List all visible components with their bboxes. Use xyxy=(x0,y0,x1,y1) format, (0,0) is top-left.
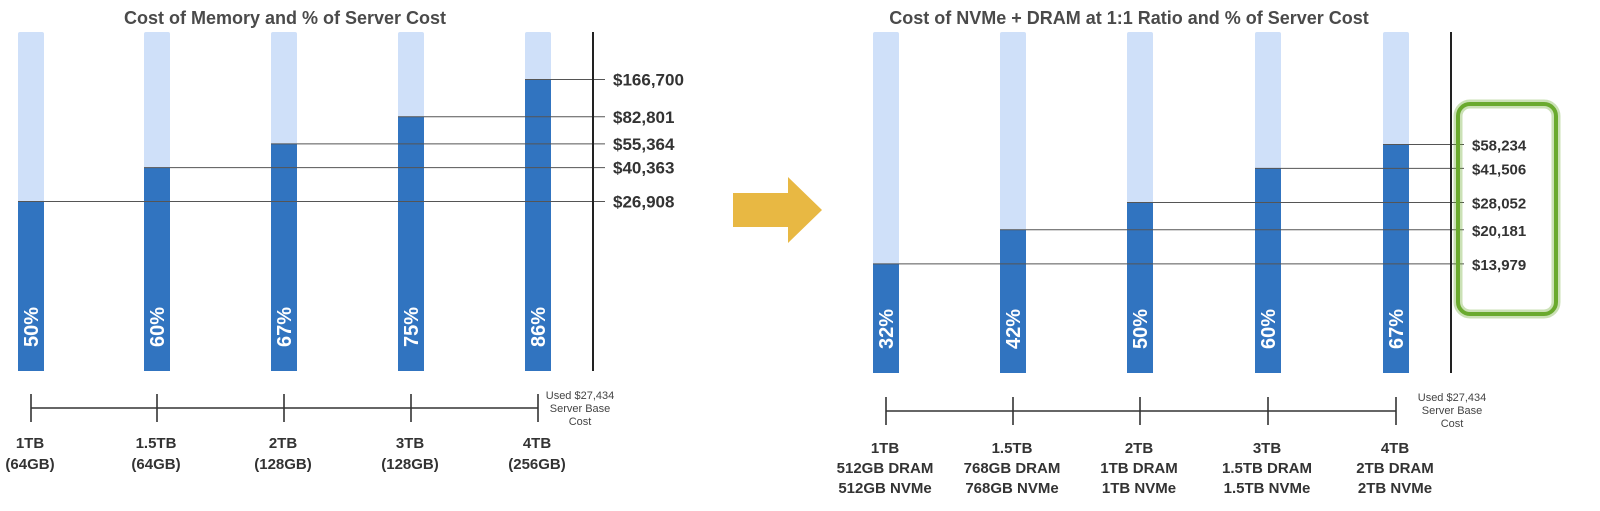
percent-label: 42% xyxy=(1003,309,1025,349)
right-arrow-icon xyxy=(733,177,822,243)
bar xyxy=(18,201,44,371)
category-label: 2TB 1TB DRAM 1TB NVMe xyxy=(1100,440,1178,497)
cost-label: $55,364 xyxy=(613,135,675,154)
highlight-box xyxy=(1456,102,1558,316)
category-label: 4TB (256GB) xyxy=(508,435,566,473)
bar xyxy=(873,263,899,373)
percent-label: 75% xyxy=(401,307,423,347)
percent-label: 86% xyxy=(528,307,550,347)
category-label: 1TB (64GB) xyxy=(5,435,54,473)
cost-label: $26,908 xyxy=(613,193,674,212)
category-label: 2TB (128GB) xyxy=(254,435,312,473)
bar xyxy=(1383,144,1409,373)
percent-label: 32% xyxy=(876,309,898,349)
category-label: 4TB 2TB DRAM 2TB NVMe xyxy=(1356,440,1434,497)
percent-label: 60% xyxy=(1258,309,1280,349)
bar xyxy=(525,79,551,372)
chart-nvme-dram-cost: Cost of NVMe + DRAM at 1:1 Ratio and % o… xyxy=(837,8,1561,497)
category-label: 1.5TB 768GB DRAM 768GB NVMe xyxy=(964,440,1061,497)
chart-title: Cost of NVMe + DRAM at 1:1 Ratio and % o… xyxy=(889,8,1369,28)
base-cost-note: Used $27,434 Server Base Cost xyxy=(1418,392,1487,430)
cost-label: $20,181 xyxy=(1472,223,1526,240)
transition-arrow xyxy=(733,177,822,243)
category-label: 3TB (128GB) xyxy=(381,435,439,473)
bar xyxy=(1000,229,1026,373)
category-label: 1TB 512GB DRAM 512GB NVMe xyxy=(837,440,934,497)
bar xyxy=(398,116,424,371)
cost-label: $28,052 xyxy=(1472,196,1526,213)
cost-label: $40,363 xyxy=(613,159,674,178)
chart-title: Cost of Memory and % of Server Cost xyxy=(124,8,446,28)
category-label: 3TB 1.5TB DRAM 1.5TB NVMe xyxy=(1222,440,1312,497)
percent-label: 67% xyxy=(1386,309,1408,349)
cost-label: $13,979 xyxy=(1472,257,1526,274)
chart-memory-cost: Cost of Memory and % of Server Cost $26,9… xyxy=(5,8,684,473)
category-label: 1.5TB (64GB) xyxy=(131,435,180,473)
base-cost-note: Used $27,434 Server Base Cost xyxy=(546,390,615,428)
percent-label: 67% xyxy=(274,307,296,347)
bar xyxy=(1127,202,1153,373)
cost-label: $58,234 xyxy=(1472,138,1527,155)
cost-label: $41,506 xyxy=(1472,161,1526,178)
cost-label: $82,801 xyxy=(613,108,674,127)
percent-label: 60% xyxy=(147,307,169,347)
cost-label: $166,700 xyxy=(613,70,684,89)
percent-label: 50% xyxy=(21,307,43,347)
bar xyxy=(271,143,297,371)
percent-label: 50% xyxy=(1130,309,1152,349)
